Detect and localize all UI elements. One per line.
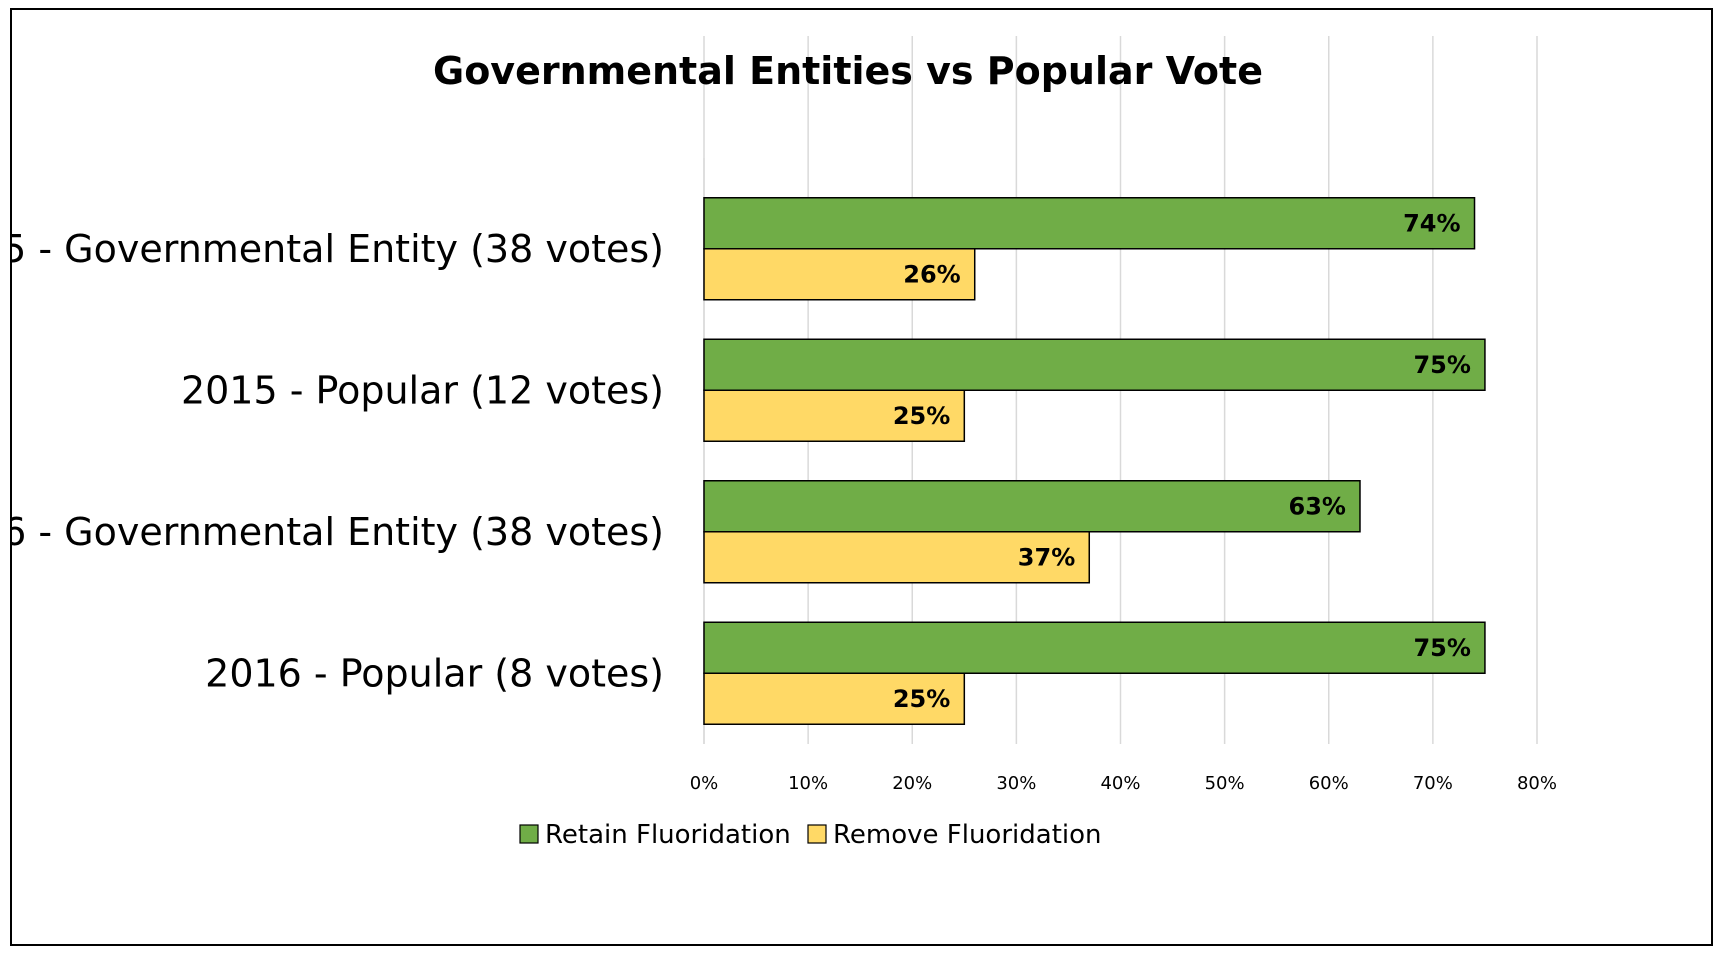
x-tick-label: 50% (1205, 773, 1245, 794)
data-label: 25% (893, 402, 950, 430)
bar-retain (703, 338, 1486, 391)
data-label: 37% (1018, 543, 1075, 571)
labels-layer: 0% 10% 20% 30% 40% 50% 60% 70% 80% 2015 - Governm… (12, 209, 1557, 794)
bar-remove (703, 248, 976, 301)
bar-retain (703, 480, 1361, 533)
x-tick-label: 70% (1413, 773, 1453, 794)
x-tick-label: 20% (892, 773, 932, 794)
legend-swatch (519, 824, 539, 844)
category-label: 2015 - Governmental Entity (38 votes) (12, 227, 664, 271)
data-label: 74% (1403, 209, 1460, 237)
bar-remove (703, 672, 966, 725)
data-label: 75% (1413, 351, 1470, 379)
x-tick-label: 40% (1100, 773, 1140, 794)
category-label: 2016 - Popular (8 votes) (205, 651, 664, 695)
data-label: 75% (1413, 634, 1470, 662)
legend-label: Retain Fluoridation (545, 820, 791, 850)
chart-frame: 0% 10% 20% 30% 40% 50% 60% 70% 80% 2015 - Governm… (10, 8, 1713, 946)
x-tick-label: 80% (1517, 773, 1557, 794)
bar-retain (703, 197, 1476, 250)
data-label: 26% (903, 260, 960, 288)
data-label: 63% (1289, 492, 1346, 520)
x-tick-label: 10% (788, 773, 828, 794)
legend-swatch (807, 824, 827, 844)
bar-retain (703, 621, 1486, 674)
bar-remove (703, 389, 966, 442)
x-tick-label: 30% (996, 773, 1036, 794)
legend: Retain Fluoridation Remove Fluoridation (519, 820, 1102, 850)
x-tick-label: 0% (690, 773, 719, 794)
bar-remove (703, 531, 1091, 584)
bars-layer (703, 197, 1486, 725)
category-label: 2015 - Popular (12 votes) (181, 368, 664, 412)
category-label: 2016 - Governmental Entity (38 votes) (12, 510, 664, 554)
legend-label: Remove Fluoridation (833, 820, 1102, 850)
data-label: 25% (893, 685, 950, 713)
x-tick-label: 60% (1309, 773, 1349, 794)
chart-svg: 0% 10% 20% 30% 40% 50% 60% 70% 80% 2015 - Governm… (12, 36, 1557, 850)
chart-title: Governmental Entities vs Popular Vote (433, 49, 1263, 93)
